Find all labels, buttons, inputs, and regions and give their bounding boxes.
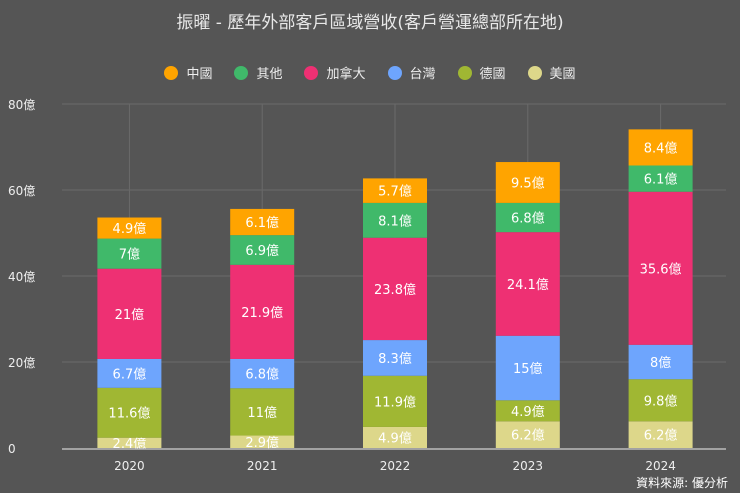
bar-segment[interactable]	[363, 202, 427, 238]
y-tick-label: 20億	[8, 356, 35, 370]
bar-segment[interactable]	[495, 202, 560, 233]
x-tick-label: 2020	[114, 459, 145, 473]
data-label: 15億	[513, 361, 543, 377]
data-label: 6.2億	[511, 428, 545, 444]
legend-item[interactable]: 美國	[527, 63, 576, 82]
bar-segment[interactable]	[628, 344, 693, 380]
legend-label: 美國	[549, 67, 576, 82]
bar-segment[interactable]	[97, 268, 162, 359]
data-label: 6.2億	[644, 428, 678, 444]
data-label: 9.8億	[644, 393, 678, 409]
bar-segment[interactable]	[628, 379, 693, 422]
data-label: 21億	[115, 307, 145, 323]
data-label: 6.8億	[511, 211, 545, 227]
bar-segment[interactable]	[230, 264, 295, 359]
x-tick-label: 2022	[380, 459, 411, 473]
bar-segment[interactable]	[230, 435, 295, 448]
y-tick-label: 0	[8, 442, 16, 456]
legend-item[interactable]: 台灣	[387, 63, 436, 82]
bar-segment[interactable]	[363, 237, 427, 341]
legend-swatch	[457, 65, 472, 80]
bar-segment[interactable]	[97, 387, 162, 438]
legend-label: 台灣	[409, 67, 436, 82]
source-note: 資料來源: 優分析	[636, 476, 728, 490]
bar-segment[interactable]	[230, 208, 295, 236]
bar-segment[interactable]	[495, 335, 560, 401]
data-label: 4.9億	[113, 221, 147, 237]
bar-segment[interactable]	[495, 400, 560, 422]
legend-swatch	[527, 65, 542, 80]
legend-swatch	[304, 65, 319, 80]
legend-label: 加拿大	[326, 67, 366, 82]
y-tick-label: 40億	[8, 270, 35, 284]
data-label: 6.1億	[644, 172, 678, 188]
legend-item[interactable]: 中國	[164, 63, 212, 82]
bar-segment[interactable]	[363, 426, 427, 448]
data-label: 21.9億	[241, 305, 283, 321]
data-label: 4.9億	[511, 404, 545, 420]
legend-item[interactable]: 德國	[457, 63, 506, 82]
y-tick-label: 60億	[8, 184, 35, 198]
bar-segment[interactable]	[495, 421, 560, 448]
x-tick-label: 2024	[645, 459, 676, 473]
bar-segment[interactable]	[230, 358, 295, 389]
data-label: 23.8億	[374, 282, 416, 298]
data-label: 6.7億	[113, 366, 147, 382]
chart-title: 振曜 - 歷年外部客戶區域營收(客戶營運總部所在地)	[176, 13, 564, 33]
legend-item[interactable]: 加拿大	[304, 63, 366, 82]
legend-label: 其他	[256, 67, 283, 82]
y-tick-label: 80億	[8, 98, 35, 112]
data-label: 8.3億	[378, 351, 412, 367]
bar-segment[interactable]	[363, 340, 427, 376]
legend-swatch	[164, 65, 179, 80]
bar-segment[interactable]	[628, 165, 693, 192]
data-label: 9.5億	[511, 175, 545, 191]
legend-swatch	[234, 65, 249, 80]
bar-segment[interactable]	[230, 235, 295, 265]
bar-segment[interactable]	[628, 129, 693, 166]
data-label: 2.9億	[245, 435, 279, 451]
bar-segment[interactable]	[495, 162, 560, 203]
legend-item[interactable]: 其他	[234, 63, 282, 82]
bar-segment[interactable]	[97, 238, 162, 269]
bar-segment[interactable]	[363, 375, 427, 427]
data-label: 6.8億	[245, 367, 279, 383]
data-label: 7億	[119, 247, 140, 263]
legend-label: 德國	[479, 67, 506, 82]
data-label: 8億	[650, 355, 671, 371]
data-label: 35.6億	[640, 261, 682, 277]
data-label: 24.1億	[507, 277, 549, 293]
legend-label: 中國	[186, 67, 213, 82]
bar-segment[interactable]	[628, 421, 693, 448]
legend: 中國 其他 加拿大 台灣 德國 美國	[0, 63, 740, 82]
data-label: 8.1億	[378, 213, 412, 229]
data-label: 11.6億	[108, 406, 150, 422]
x-tick-label: 2023	[513, 459, 544, 473]
data-label: 5.7億	[378, 184, 412, 200]
legend-swatch	[387, 65, 402, 80]
bar-segment[interactable]	[97, 437, 162, 448]
data-label: 4.9億	[378, 430, 412, 446]
bar-segment[interactable]	[363, 178, 427, 203]
bar-segment[interactable]	[495, 232, 560, 336]
data-label: 6.1億	[245, 215, 279, 231]
data-label: 11億	[247, 405, 277, 421]
data-label: 2.4億	[113, 436, 147, 452]
bar-segment[interactable]	[97, 217, 162, 239]
bar-segment[interactable]	[97, 358, 162, 388]
x-tick-label: 2021	[247, 459, 278, 473]
bar-segment[interactable]	[230, 388, 295, 436]
data-label: 6.9億	[245, 243, 279, 259]
bar-segment[interactable]	[628, 191, 693, 345]
data-label: 11.9億	[374, 394, 416, 410]
data-label: 8.4億	[644, 140, 678, 156]
